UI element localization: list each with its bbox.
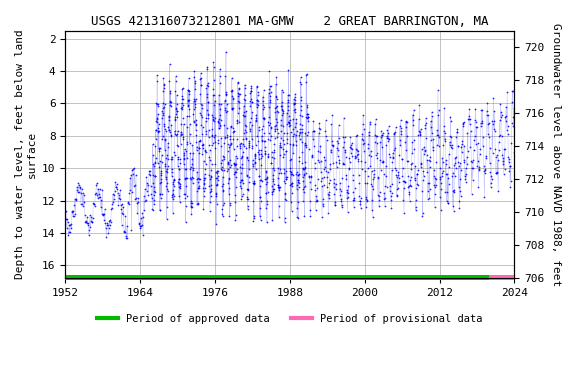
Legend: Period of approved data, Period of provisional data: Period of approved data, Period of provi… [93, 310, 487, 328]
Bar [490, 275, 514, 280]
Y-axis label: Depth to water level, feet below land
surface: Depth to water level, feet below land su… [15, 30, 37, 280]
Y-axis label: Groundwater level above NAVD 1988, feet: Groundwater level above NAVD 1988, feet [551, 23, 561, 286]
Title: USGS 421316073212801 MA-GMW    2 GREAT BARRINGTON, MA: USGS 421316073212801 MA-GMW 2 GREAT BARR… [91, 15, 488, 28]
Bar [66, 275, 490, 280]
